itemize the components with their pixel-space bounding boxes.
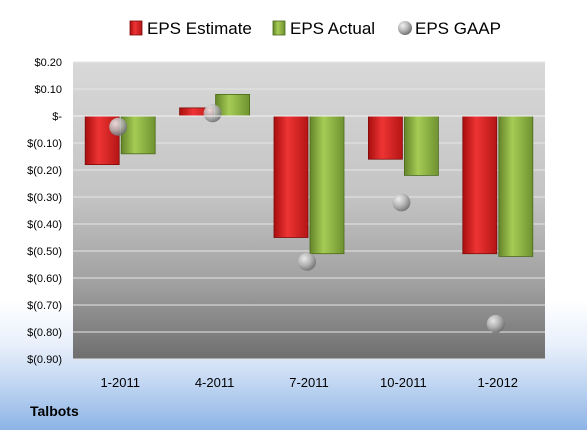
legend-label: EPS Actual (290, 19, 375, 38)
legend-swatch-eps-gaap (398, 21, 412, 35)
y-tick-label: $(0.70) (27, 300, 62, 312)
x-tick-label: 1-2011 (100, 375, 140, 390)
x-tick-label: 7-2011 (289, 375, 329, 390)
x-tick-label: 10-2011 (380, 375, 427, 390)
eps-estimate-bar (367, 115, 403, 160)
company-label: Talbots (30, 403, 79, 419)
legend-label: EPS GAAP (415, 19, 501, 38)
y-tick-label: $- (52, 111, 62, 123)
eps-actual-bar (403, 115, 439, 176)
y-tick-label: $(0.10) (27, 138, 62, 150)
eps-actual-bar (120, 115, 156, 155)
y-tick-label: $(0.90) (27, 354, 62, 366)
eps-gaap-marker (298, 252, 316, 271)
legend-swatch-eps-actual (272, 20, 286, 36)
y-tick-label: $(0.40) (27, 219, 62, 231)
x-tick-label: 4-2011 (195, 375, 235, 390)
eps-estimate-bar (462, 115, 498, 255)
eps-estimate-bar (84, 115, 120, 165)
x-tick-label: 1-2012 (478, 375, 518, 390)
y-tick-label: $(0.80) (27, 327, 62, 339)
eps-actual-bar (498, 115, 534, 257)
eps-gaap-marker (486, 314, 505, 333)
y-tick-label: $(0.30) (27, 192, 62, 204)
legend-swatch-eps-estimate (129, 20, 143, 36)
y-tick-label: $(0.60) (27, 273, 62, 285)
y-tick-label: $(0.50) (27, 246, 62, 258)
eps-gaap-marker (203, 104, 222, 123)
legend-label: EPS Estimate (147, 19, 252, 38)
eps-actual-bar (309, 115, 345, 255)
y-tick-label: $0.20 (34, 57, 62, 69)
eps-gaap-marker (392, 193, 411, 212)
eps-estimate-bar (273, 115, 309, 238)
y-tick-label: $0.10 (34, 84, 62, 96)
y-tick-label: $(0.20) (27, 165, 62, 177)
eps-gaap-marker (109, 117, 128, 136)
